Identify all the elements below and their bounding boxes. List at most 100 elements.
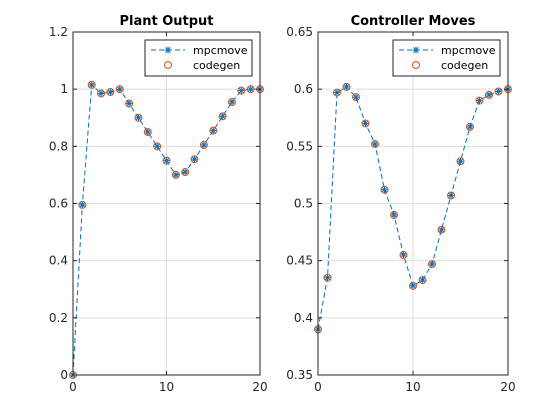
x-tick-label: 0 bbox=[314, 380, 322, 394]
data-point-circle bbox=[475, 96, 484, 105]
y-tick-label: 0.2 bbox=[49, 311, 68, 325]
data-point-circle bbox=[390, 210, 398, 219]
data-point-asterisk bbox=[447, 191, 455, 200]
data-point-asterisk bbox=[209, 127, 217, 135]
data-point-circle bbox=[97, 89, 106, 98]
legend-icon-codegen bbox=[412, 61, 420, 69]
data-point-asterisk bbox=[371, 140, 379, 148]
data-point-circle bbox=[456, 157, 465, 166]
data-point-circle bbox=[125, 99, 134, 108]
data-point-circle bbox=[190, 155, 199, 164]
data-point-asterisk bbox=[97, 89, 105, 98]
data-point-circle bbox=[162, 156, 171, 165]
data-point-asterisk bbox=[494, 87, 503, 96]
data-point-circle bbox=[333, 88, 341, 97]
data-point-asterisk bbox=[475, 97, 484, 105]
legend-box bbox=[392, 39, 501, 77]
chart-1: 0 10 20 0.35 0.4 0.45 0.5 0.55 0.6 0.65 Controller… bbox=[286, 14, 515, 394]
legend-icon-codegen bbox=[164, 61, 172, 69]
legend-entry-label: mpcmove bbox=[441, 44, 496, 57]
y-tick-label: 1.2 bbox=[49, 25, 68, 39]
data-point-asterisk bbox=[428, 260, 436, 268]
data-point-asterisk bbox=[380, 186, 389, 194]
data-point-asterisk bbox=[181, 168, 189, 176]
y-tick-label: 0.6 bbox=[49, 197, 68, 211]
data-point-circle bbox=[371, 140, 379, 149]
data-point-circle bbox=[134, 113, 143, 122]
data-point-asterisk bbox=[116, 85, 124, 93]
data-point-circle bbox=[323, 273, 332, 282]
data-point-asterisk bbox=[172, 171, 180, 179]
data-point-asterisk bbox=[361, 119, 370, 128]
data-point-circle bbox=[237, 86, 246, 95]
data-point-asterisk bbox=[162, 157, 171, 165]
y-tick-label: 0.55 bbox=[286, 139, 313, 153]
chart-0: 0 10 20 0 0.2 0.4 0.6 0.8 1 1.2 Plant Output mpcmov… bbox=[49, 14, 268, 394]
data-point-circle bbox=[106, 88, 115, 97]
y-tick-label: 0.8 bbox=[49, 139, 68, 153]
data-point-circle bbox=[352, 93, 360, 102]
data-point-asterisk bbox=[247, 85, 255, 93]
data-point-asterisk bbox=[418, 276, 427, 284]
legend-entry-label: codegen bbox=[193, 59, 240, 72]
data-point-asterisk bbox=[399, 251, 408, 259]
data-point-asterisk bbox=[219, 112, 227, 120]
data-point-asterisk bbox=[134, 114, 143, 122]
data-point-asterisk bbox=[190, 155, 199, 163]
chart-title: Controller Moves bbox=[351, 14, 476, 29]
data-point-circle bbox=[115, 85, 124, 94]
legend-entry-label: codegen bbox=[441, 59, 488, 72]
data-point-asterisk bbox=[144, 128, 152, 136]
data-point-circle bbox=[361, 119, 370, 128]
y-tick-label: 0.65 bbox=[286, 25, 313, 39]
data-point-circle bbox=[409, 281, 417, 290]
x-tick-label: 0 bbox=[69, 380, 77, 394]
y-tick-label: 0 bbox=[60, 368, 68, 382]
data-point-circle bbox=[447, 191, 455, 200]
data-point-asterisk bbox=[352, 93, 360, 101]
data-point-circle bbox=[466, 122, 474, 131]
data-point-circle bbox=[342, 82, 351, 91]
data-point-asterisk bbox=[333, 88, 341, 97]
data-point-circle bbox=[494, 87, 503, 96]
data-point-circle bbox=[199, 140, 208, 149]
data-point-circle bbox=[218, 112, 227, 121]
data-point-asterisk bbox=[485, 91, 493, 99]
data-point-asterisk bbox=[437, 226, 446, 234]
data-point-asterisk bbox=[323, 274, 332, 282]
data-point-asterisk bbox=[466, 123, 474, 131]
y-tick-label: 0.6 bbox=[294, 82, 313, 96]
data-point-asterisk bbox=[342, 83, 351, 91]
data-point-circle bbox=[399, 250, 408, 259]
data-point-circle bbox=[209, 126, 218, 135]
series-codegen bbox=[69, 80, 264, 379]
data-point-circle bbox=[485, 90, 493, 99]
data-point-circle bbox=[171, 170, 180, 179]
data-point-asterisk bbox=[153, 142, 161, 150]
legend-entry-label: mpcmove bbox=[193, 44, 248, 57]
x-tick-label: 20 bbox=[252, 380, 267, 394]
data-point-asterisk bbox=[125, 99, 133, 108]
chart-title: Plant Output bbox=[119, 14, 213, 29]
y-tick-label: 0.45 bbox=[286, 254, 313, 268]
data-point-circle bbox=[418, 276, 427, 285]
legend-box bbox=[144, 39, 253, 77]
data-point-circle bbox=[437, 225, 446, 234]
y-tick-label: 0.5 bbox=[294, 197, 313, 211]
data-point-asterisk bbox=[409, 282, 417, 290]
data-point-asterisk bbox=[78, 201, 86, 209]
data-point-asterisk bbox=[88, 81, 96, 89]
x-tick-label: 10 bbox=[405, 380, 420, 394]
data-point-circle bbox=[181, 168, 190, 177]
y-tick-label: 1 bbox=[60, 82, 68, 96]
legend-icon-mpcmove bbox=[399, 46, 433, 54]
data-point-asterisk bbox=[228, 98, 236, 106]
y-tick-label: 0.4 bbox=[49, 254, 68, 268]
data-point-asterisk bbox=[456, 157, 465, 165]
data-point-circle bbox=[143, 128, 152, 137]
data-point-asterisk bbox=[390, 211, 398, 219]
y-tick-label: 0.35 bbox=[286, 368, 313, 382]
data-point-circle bbox=[246, 85, 255, 94]
